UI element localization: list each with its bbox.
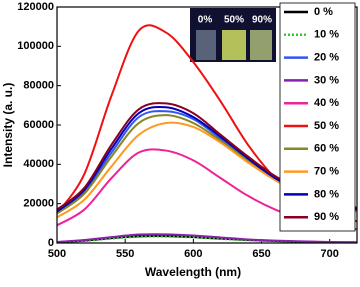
legend-box: [279, 2, 356, 232]
legend-label: 30 %: [314, 74, 339, 86]
x-tick-label: 650: [252, 248, 270, 260]
legend-label: 60 %: [314, 143, 339, 155]
y-tick-label: 0: [48, 237, 54, 249]
legend-label: 0 %: [314, 6, 333, 18]
x-tick-label: 700: [321, 248, 339, 260]
y-tick-label: 100000: [17, 40, 54, 52]
x-tick-label: 600: [184, 248, 202, 260]
legend-label: 70 %: [314, 166, 339, 178]
x-axis-title: Wavelength (nm): [145, 265, 241, 279]
legend-label: 50 %: [314, 120, 339, 132]
y-tick-label: 80000: [23, 80, 54, 92]
vial: [196, 30, 216, 60]
inset-label: 0%: [198, 15, 213, 26]
vial: [222, 30, 246, 60]
inset-label: 50%: [224, 15, 244, 26]
legend-label: 80 %: [314, 188, 339, 200]
legend-label: 10 %: [314, 29, 339, 41]
y-tick-label: 120000: [17, 1, 54, 13]
y-tick-label: 60000: [23, 119, 54, 131]
x-tick-label: 500: [48, 248, 66, 260]
plot-frame: [56, 6, 358, 244]
legend-label: 20 %: [314, 52, 339, 64]
x-tick-label: 550: [116, 248, 134, 260]
series-line: [56, 233, 358, 244]
y-tick-label: 40000: [23, 158, 54, 170]
y-tick-label: 20000: [23, 198, 54, 210]
legend-label: 40 %: [314, 97, 339, 109]
vial: [250, 30, 272, 60]
legend-label: 90 %: [314, 211, 339, 223]
inset-label: 90%: [252, 15, 272, 26]
y-axis-title: Intensity (a. u.): [1, 83, 15, 168]
